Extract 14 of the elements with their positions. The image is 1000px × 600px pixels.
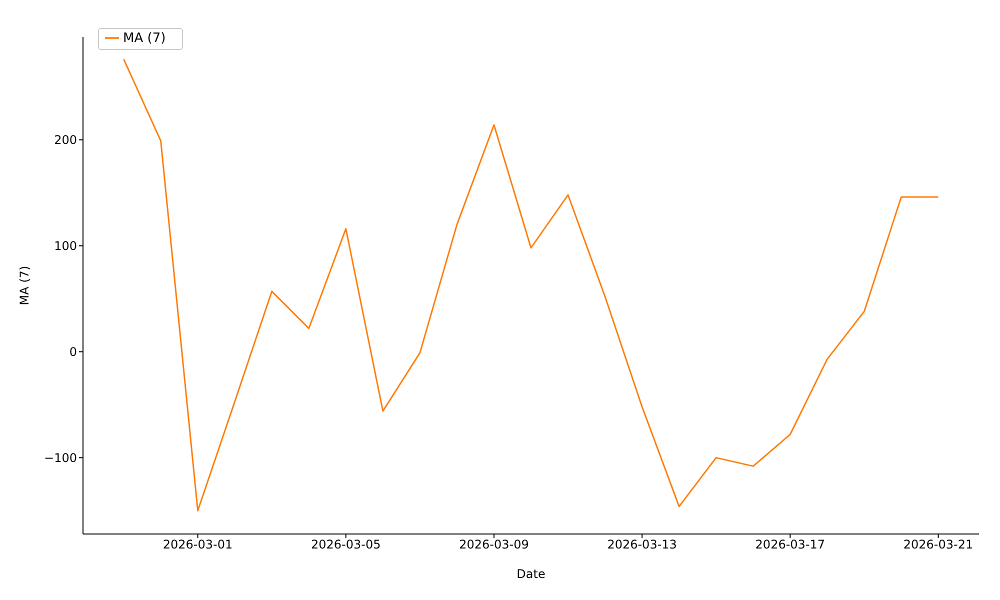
x-tick-label: 2026-03-05	[311, 538, 381, 552]
x-tick-label: 2026-03-09	[459, 538, 529, 552]
legend-label: MA (7)	[123, 31, 166, 46]
y-tick-label: 200	[54, 133, 77, 148]
x-tick-label: 2026-03-13	[607, 538, 677, 552]
y-tick-label: 100	[54, 239, 77, 254]
x-tick-label: 2026-03-21	[903, 538, 974, 552]
x-tick-label: 2026-03-17	[755, 538, 826, 552]
x-tick-label: 2026-03-01	[162, 538, 233, 552]
y-axis-title: MA (7)	[17, 266, 32, 306]
x-axis-title: Date	[516, 567, 546, 581]
line-series	[122, 58, 940, 512]
y-tick-label: 0	[69, 344, 77, 359]
y-tick-label: −100	[44, 450, 77, 465]
